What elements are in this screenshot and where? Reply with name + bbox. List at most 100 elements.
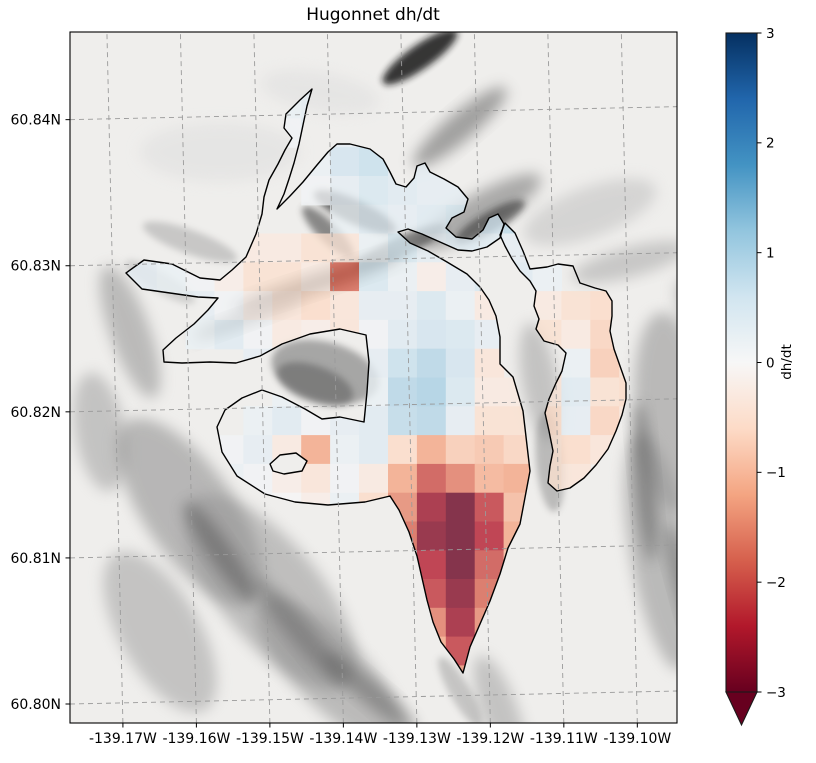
raster-cell (388, 319, 418, 350)
x-tick-label: -139.14W (309, 731, 377, 747)
colorbar-tick-label: 3 (766, 26, 775, 42)
terrain-ridge (438, 657, 482, 723)
raster-cell (561, 291, 591, 321)
terrain-ridge (664, 524, 677, 660)
meridian-gridline (547, 32, 565, 723)
terrain-ridge (382, 32, 458, 85)
terrain-ridge (184, 502, 256, 602)
raster-cell (272, 406, 302, 436)
glacier-outline-east-lobe (499, 222, 627, 492)
terrain-ridge (142, 221, 238, 263)
raster-cell (416, 262, 447, 292)
raster-cell (359, 204, 389, 235)
x-tick-label: -139.11W (530, 731, 598, 747)
raster-cell (388, 435, 418, 465)
terrain-ridge (103, 551, 217, 713)
terrain-ridge (99, 265, 161, 399)
axis-ticks (65, 119, 638, 728)
raster-cell (416, 204, 447, 235)
raster-cell (388, 463, 418, 494)
x-tick-label: -139.16W (162, 731, 230, 747)
raster-cell (243, 435, 273, 465)
raster-cell (243, 319, 273, 350)
terrain-ridge (276, 362, 354, 406)
raster-cell (474, 521, 505, 551)
raster-cell (359, 233, 389, 263)
glacier-outline (125, 88, 627, 674)
raster-cell (272, 291, 302, 321)
raster-cell (561, 406, 591, 436)
raster-cell (619, 377, 626, 407)
colorbar-tick-label: 2 (766, 136, 775, 152)
meridian-gridline (326, 32, 344, 723)
raster-cell (272, 262, 302, 292)
colorbar-tick-label: −2 (766, 575, 786, 591)
raster-cell (416, 348, 447, 379)
raster-cell (416, 492, 447, 523)
graticule-gridlines (70, 32, 677, 723)
colorbar-tick-label: −3 (766, 685, 786, 701)
raster-cell (445, 406, 476, 436)
y-tick-label: 60.80N (10, 697, 61, 713)
raster-cell (474, 406, 505, 436)
raster-cell (330, 147, 360, 177)
axis-tick-labels: -139.17W -139.16W -139.15W -139.14W -139.13W… (10, 113, 671, 747)
raster-cell (359, 262, 389, 292)
terrain-ridge (413, 86, 507, 168)
terrain-ridge (571, 240, 677, 284)
parallel-gridline (70, 398, 677, 413)
axes-border (69, 31, 678, 724)
raster-cell (388, 348, 418, 379)
x-tick-label: -139.13W (383, 731, 451, 747)
raster-cell (359, 435, 389, 465)
meridian-gridline (179, 32, 197, 723)
raster-cell (445, 377, 476, 407)
meridian-gridline (400, 32, 418, 723)
raster-cell (416, 377, 447, 407)
raster-cell (330, 204, 360, 235)
raster-cell (330, 291, 360, 321)
raster-cell (214, 291, 244, 321)
raster-cell (445, 550, 476, 580)
chart-title: Hugonnet dh/dt (306, 5, 440, 25)
raster-cell (445, 579, 476, 609)
raster-cell (301, 176, 331, 206)
terrain-ridge (254, 577, 346, 687)
raster-cell (330, 233, 360, 263)
raster-cell (214, 319, 244, 350)
raster-cell (330, 463, 360, 494)
raster-cell (474, 348, 505, 379)
raster-cell (388, 262, 418, 292)
raster-cell (445, 319, 476, 350)
raster-cell (243, 406, 273, 436)
raster-cell (388, 291, 418, 321)
meridian-gridline (106, 32, 124, 723)
parallel-gridline (70, 544, 677, 559)
map-plot (65, 31, 678, 728)
raster-cell (416, 521, 447, 551)
terrain-ridge (523, 178, 657, 246)
raster-cell (445, 435, 476, 465)
raster-cell (445, 291, 476, 321)
raster-cell (474, 435, 505, 465)
raster-cell (416, 463, 447, 494)
raster-cell (388, 204, 418, 235)
raster-cell (301, 262, 331, 292)
colorbar-extend-min-arrow (726, 692, 757, 725)
raster-cell (561, 377, 591, 407)
raster-cell (301, 233, 331, 263)
raster-cell (272, 233, 302, 263)
colorbar: 3 2 1 0 −1 −2 −3 dh/dt (725, 26, 795, 727)
terrain-ridge (323, 652, 417, 723)
raster-cell (445, 521, 476, 551)
raster-cell (416, 435, 447, 465)
meridian-gridline (620, 32, 638, 723)
raster-cell (416, 406, 447, 436)
y-tick-label: 60.84N (10, 113, 61, 129)
x-tick-label: -139.17W (89, 731, 157, 747)
parallel-gridline (70, 690, 677, 705)
terrain-ridge (73, 372, 127, 492)
raster-cell (330, 435, 360, 465)
